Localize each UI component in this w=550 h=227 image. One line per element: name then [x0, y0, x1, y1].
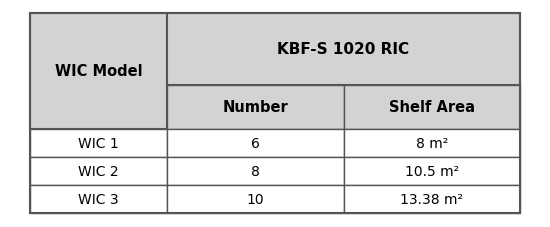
Text: 10.5 m²: 10.5 m² [405, 164, 459, 178]
Bar [30, 14, 520, 213]
Text: Number: Number [223, 100, 288, 115]
Text: WIC Model: WIC Model [55, 64, 142, 79]
Text: 13.38 m²: 13.38 m² [400, 192, 463, 206]
Bar [344, 185, 520, 213]
Text: KBF-S 1020 RIC: KBF-S 1020 RIC [277, 42, 410, 57]
Text: 6: 6 [251, 136, 260, 151]
Bar [167, 129, 344, 158]
Bar [167, 86, 344, 129]
Text: Shelf Area: Shelf Area [389, 100, 475, 115]
Text: 8: 8 [251, 164, 260, 178]
Bar [167, 14, 520, 86]
Text: WIC 2: WIC 2 [79, 164, 119, 178]
Text: WIC 3: WIC 3 [79, 192, 119, 206]
Text: 8 m²: 8 m² [415, 136, 448, 151]
Bar [30, 158, 167, 185]
Bar [344, 129, 520, 158]
Bar [30, 185, 167, 213]
Bar [344, 86, 520, 129]
Bar [167, 185, 344, 213]
Text: WIC 1: WIC 1 [79, 136, 119, 151]
Bar [344, 158, 520, 185]
Text: 10: 10 [246, 192, 264, 206]
Bar [30, 129, 167, 158]
Bar [167, 158, 344, 185]
Bar [30, 14, 167, 129]
